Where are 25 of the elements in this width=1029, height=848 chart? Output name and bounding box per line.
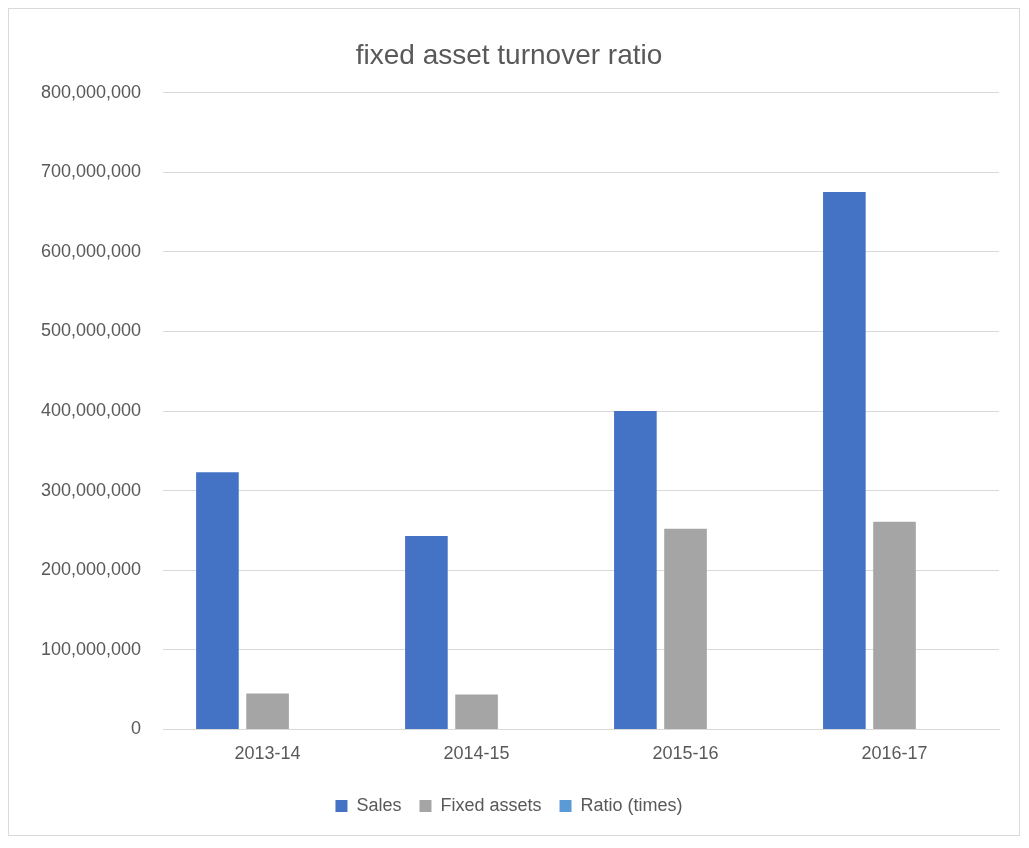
x-tick-label: 2014-15 — [443, 743, 510, 764]
y-tick-label: 600,000,000 — [40, 240, 142, 261]
bar — [405, 535, 448, 729]
y-tick-label: 100,000,000 — [40, 638, 142, 659]
bar — [873, 521, 916, 729]
y-tick-label: 400,000,000 — [40, 399, 142, 420]
y-tick-label: 700,000,000 — [40, 161, 142, 182]
bar — [614, 411, 657, 729]
bar — [246, 693, 289, 729]
legend-label: Fixed assets — [440, 794, 542, 815]
y-tick-label: 300,000,000 — [40, 479, 142, 500]
y-tick-label: 200,000,000 — [40, 559, 142, 580]
x-tick-label: 2013-14 — [234, 743, 301, 764]
legend-label: Ratio (times) — [580, 794, 683, 815]
chart-title: fixed asset turnover ratio — [355, 38, 663, 70]
x-tick-label: 2015-16 — [652, 743, 719, 764]
y-tick-label: 500,000,000 — [40, 320, 142, 341]
legend-label: Sales — [356, 794, 402, 815]
bar — [664, 528, 707, 729]
y-tick-label: 800,000,000 — [40, 81, 142, 102]
bar — [823, 192, 866, 729]
y-tick-label: 0 — [131, 718, 142, 739]
x-tick-label: 2016-17 — [861, 743, 928, 764]
bar — [196, 472, 239, 729]
bar — [455, 694, 498, 729]
